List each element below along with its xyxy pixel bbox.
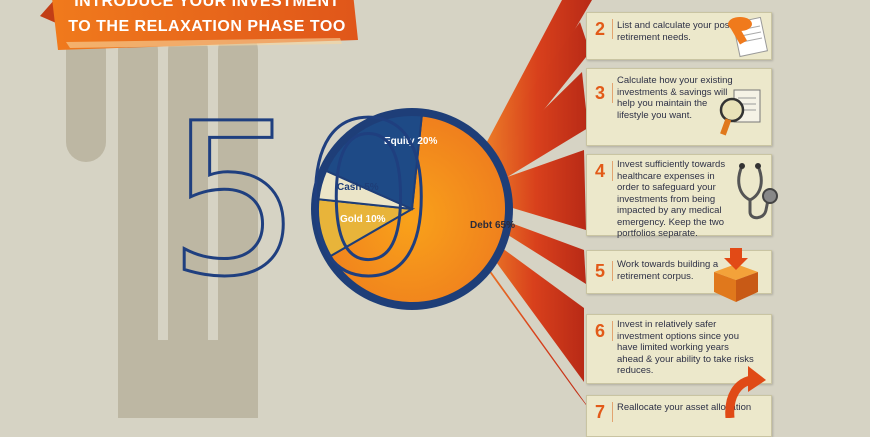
banner-line-1: INTRODUCE YOUR INVESTMENT bbox=[74, 0, 340, 10]
allocation-pie-chart: Debt 65% Gold 10% Cash 5% Equity 20% bbox=[311, 108, 515, 310]
step-card-4: 4 Invest sufficiently towards healthcare… bbox=[586, 154, 772, 239]
step-number: 2 bbox=[591, 19, 613, 40]
step-text: Work towards building a retirement corpu… bbox=[617, 259, 719, 282]
magnifier-document-icon bbox=[719, 89, 761, 136]
orange-rays bbox=[466, 0, 596, 418]
step-text: Reallocate your asset allocation bbox=[617, 402, 752, 413]
step-number: 5 bbox=[591, 261, 613, 282]
step-number: 4 bbox=[591, 161, 613, 182]
step-number: 3 bbox=[591, 83, 613, 104]
banner-line-2: TO THE RELAXATION PHASE TOO bbox=[68, 18, 346, 35]
pie-slice-label: Equity 20% bbox=[384, 136, 437, 147]
step-text: Invest in relatively safer investment op… bbox=[617, 319, 754, 376]
pie-slice bbox=[329, 114, 507, 304]
savings-box-icon bbox=[714, 248, 758, 302]
pie-slice-label: Debt 65% bbox=[470, 220, 515, 231]
curved-arrow-icon bbox=[725, 366, 766, 418]
age-number: 50 bbox=[166, 78, 436, 323]
step-number: 7 bbox=[591, 402, 613, 423]
pen-and-paper-icon bbox=[728, 16, 769, 58]
step-text: List and calculate your post retirement … bbox=[617, 20, 733, 43]
stethoscope-icon bbox=[737, 163, 778, 220]
step-card-6: 6 Invest in relatively safer investment … bbox=[586, 314, 772, 384]
step-text: Calculate how your existing investments … bbox=[617, 75, 733, 121]
background-columns bbox=[66, 30, 258, 418]
pie-slice-label: Cash 5% bbox=[337, 182, 379, 193]
background-scene: Debt 65% Gold 10% Cash 5% Equity 20% bbox=[66, 0, 596, 418]
step-text: Invest sufficiently towards healthcare e… bbox=[617, 159, 726, 239]
title-banner bbox=[40, 0, 358, 50]
pie-slice-label: Gold 10% bbox=[340, 214, 386, 225]
pie-slice bbox=[324, 114, 423, 211]
step-number: 6 bbox=[591, 321, 613, 342]
